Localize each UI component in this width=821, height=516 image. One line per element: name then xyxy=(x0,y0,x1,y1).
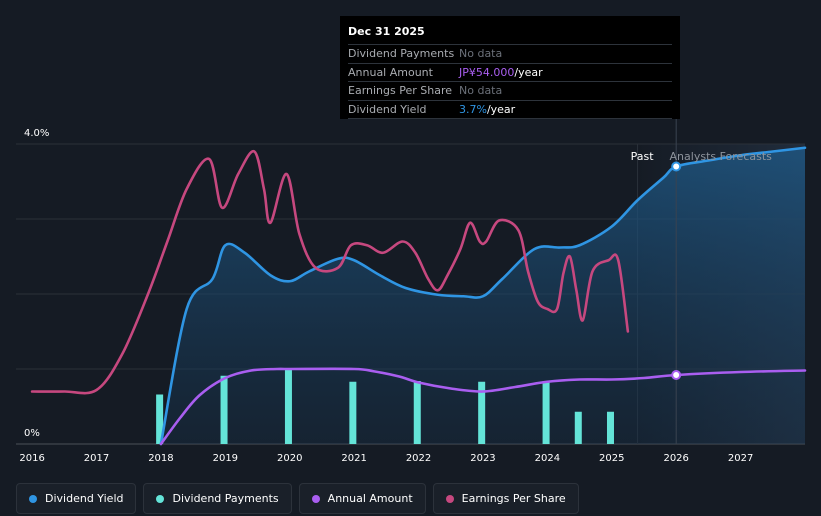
dividend-payment-bar xyxy=(220,375,228,444)
tooltip-value: JP¥54.000/year xyxy=(459,64,543,82)
x-tick-label: 2027 xyxy=(728,453,753,464)
dividend-payment-bar xyxy=(156,394,164,444)
tooltip-row-dividend-yield: Dividend Yield 3.7%/year xyxy=(348,99,672,119)
dividend-payment-bar xyxy=(542,381,550,444)
legend-dot-icon xyxy=(156,494,165,503)
legend-label: Dividend Yield xyxy=(45,492,124,505)
dividend-yield-line xyxy=(159,146,807,446)
tooltip-number: 3.7% xyxy=(459,102,487,116)
tooltip-label: Dividend Payments xyxy=(348,47,455,60)
x-tick-label: 2025 xyxy=(599,453,624,464)
legend-dot-icon xyxy=(29,494,37,503)
tooltip-row-earnings-per-share: Earnings Per Share No data xyxy=(348,81,672,100)
dividend-payment-bar xyxy=(349,381,357,444)
tooltip-value: No data xyxy=(459,47,503,60)
legend-label: Dividend Payments xyxy=(172,492,279,505)
x-tick-label: 2021 xyxy=(341,453,366,464)
tooltip-row-annual-amount: Annual Amount JP¥54.000/year xyxy=(348,62,672,82)
tooltip: Dec 31 2025 Dividend Payments No data An… xyxy=(340,16,680,119)
annual-amount-line xyxy=(159,367,807,446)
dividend-yield-marker xyxy=(671,161,682,172)
x-tick-label: 2017 xyxy=(84,453,109,464)
x-tick-label: 2019 xyxy=(213,453,238,464)
x-tick-label: 2026 xyxy=(663,453,688,464)
tooltip-unit: /year xyxy=(514,65,543,79)
y-axis-label-bottom: 0% xyxy=(24,428,40,439)
legend-dot-icon xyxy=(445,494,454,503)
series-lines xyxy=(30,146,807,446)
x-tick-label: 2018 xyxy=(148,453,173,464)
tooltip-number: JP¥54.000 xyxy=(459,65,515,79)
legend-dot-icon xyxy=(311,494,320,503)
tooltip-value: 3.7%/year xyxy=(459,101,515,119)
x-tick-label: 2020 xyxy=(277,453,302,464)
x-tick-label: 2016 xyxy=(19,453,44,464)
forecast-label: Analysts Forecasts xyxy=(670,150,773,163)
earnings-per-share-line xyxy=(30,150,630,395)
legend-earnings-per-share[interactable]: Earnings Per Share xyxy=(432,483,579,514)
legend-label: Annual Amount xyxy=(327,492,413,505)
dividend-payment-bar xyxy=(574,411,582,444)
x-axis-ticks: 2016 2017 2018 2019 2020 2021 2022 2023 2024 2025… xyxy=(19,453,753,464)
tooltip-date: Dec 31 2025 xyxy=(348,25,425,38)
dividend-payment-bar xyxy=(606,411,614,444)
legend-annual-amount[interactable]: Annual Amount xyxy=(298,483,426,514)
tooltip-unit: /year xyxy=(486,102,516,116)
legend-dividend-payments[interactable]: Dividend Payments xyxy=(143,483,292,514)
tooltip-label: Dividend Yield xyxy=(348,102,427,116)
x-tick-label: 2023 xyxy=(470,453,495,464)
tooltip-row-dividend-payments: Dividend Payments No data xyxy=(348,44,672,63)
tooltip-value: No data xyxy=(459,84,503,97)
dividend-payment-bar xyxy=(413,381,421,444)
tooltip-label: Annual Amount xyxy=(348,65,433,79)
tooltip-label: Earnings Per Share xyxy=(348,84,453,97)
x-tick-label: 2024 xyxy=(535,453,560,464)
series-markers xyxy=(671,161,682,380)
annual-amount-marker xyxy=(671,370,682,380)
past-label: Past xyxy=(631,150,655,163)
y-axis-label-top: 4.0% xyxy=(24,128,49,139)
dividend-payment-bar xyxy=(284,369,292,444)
legend-dividend-yield[interactable]: Dividend Yield xyxy=(16,483,137,514)
dividend-payment-bar xyxy=(478,381,486,444)
dividend-payment-bars xyxy=(156,369,614,444)
x-tick-label: 2022 xyxy=(406,453,431,464)
legend: Dividend Yield Dividend Payments Annual … xyxy=(16,483,579,514)
legend-label: Earnings Per Share xyxy=(461,492,566,505)
